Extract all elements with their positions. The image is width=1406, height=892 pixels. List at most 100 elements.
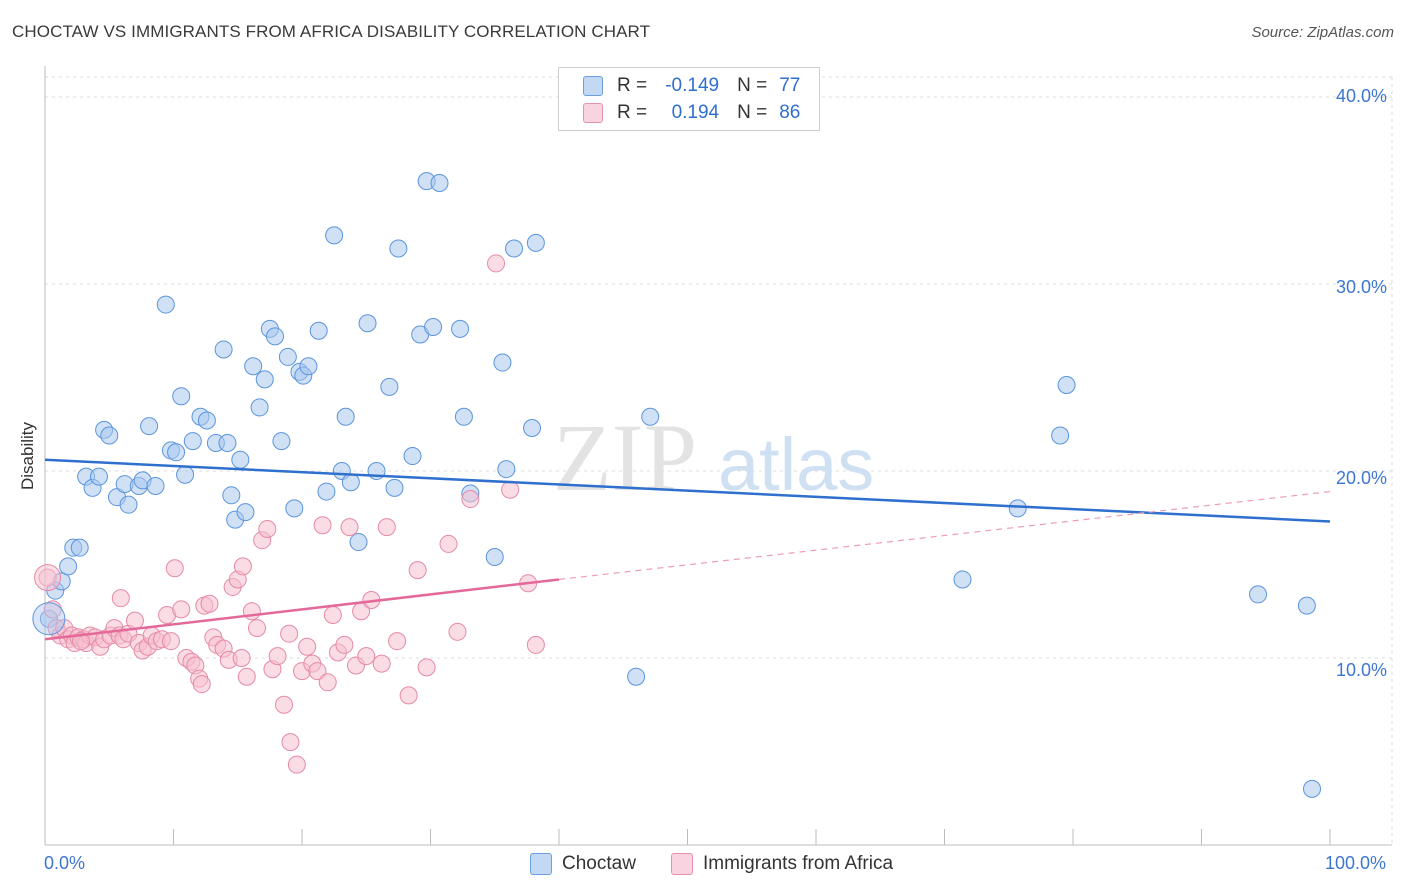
legend-swatch-immigrants (583, 103, 603, 123)
data-point (200, 594, 219, 613)
chart-title: CHOCTAW VS IMMIGRANTS FROM AFRICA DISABI… (12, 22, 651, 41)
data-point (318, 673, 337, 692)
data-point (280, 624, 299, 643)
data-point (156, 295, 175, 314)
data-point (172, 387, 191, 406)
legend-r-label: R = (617, 102, 648, 123)
data-point (523, 418, 542, 437)
data-point (71, 632, 90, 651)
data-point (526, 635, 545, 654)
data-point (176, 465, 195, 484)
data-point (258, 519, 277, 538)
legend-n-label: N = (737, 75, 768, 96)
data-point (167, 443, 186, 462)
data-point (641, 407, 660, 426)
data-point (272, 432, 291, 451)
data-point (1057, 375, 1076, 394)
y-tick-label-20: 20.0% (1336, 468, 1388, 488)
data-point (1008, 499, 1027, 518)
legend-n-label: N = (737, 102, 768, 123)
data-point (389, 239, 408, 258)
data-point (161, 632, 180, 651)
bottom-legend-label-choctaw: Choctaw (562, 853, 636, 874)
data-point (430, 174, 449, 193)
data-point (336, 407, 355, 426)
bottom-legend-choctaw: Choctaw (530, 851, 636, 877)
data-point (1249, 585, 1268, 604)
data-point (1297, 596, 1316, 615)
data-point (146, 476, 165, 495)
data-point (358, 314, 377, 333)
data-point (335, 635, 354, 654)
data-point (244, 357, 263, 376)
legend-swatch-choctaw (583, 76, 603, 96)
data-point (266, 327, 285, 346)
data-point (493, 353, 512, 372)
data-point (231, 450, 250, 469)
data-point (454, 407, 473, 426)
data-point (417, 658, 436, 677)
data-point (309, 321, 328, 340)
data-point (451, 319, 470, 338)
data-point (317, 482, 336, 501)
data-point (357, 647, 376, 666)
data-point (313, 516, 332, 535)
data-point (380, 377, 399, 396)
data-point (505, 239, 524, 258)
data-point (250, 398, 269, 417)
data-point (222, 486, 241, 505)
data-point (1051, 426, 1070, 445)
data-point (165, 559, 184, 578)
data-point (125, 611, 144, 630)
data-point (237, 667, 256, 686)
data-point-large (34, 564, 62, 592)
x-axis-max-label: 100.0% (1325, 853, 1387, 873)
data-point (403, 447, 422, 466)
data-point (461, 490, 480, 509)
data-point (255, 370, 274, 389)
data-point (399, 686, 418, 705)
data-point (299, 357, 318, 376)
series-immigrants-from-africa (38, 254, 545, 774)
legend-row-choctaw: R = -0.149 N = 77 (583, 73, 800, 99)
trend-line-immigrants-extension (558, 490, 1331, 581)
data-point (172, 600, 191, 619)
data-point (388, 632, 407, 651)
bottom-legend-label-immigrants: Immigrants from Africa (703, 853, 894, 874)
data-point (448, 622, 467, 641)
data-point (89, 467, 108, 486)
source-label: Source: ZipAtlas.com (1251, 24, 1394, 41)
data-point (59, 557, 78, 576)
data-point (183, 432, 202, 451)
series-choctaw (39, 172, 1322, 798)
data-point (111, 589, 130, 608)
data-point (485, 548, 504, 567)
data-point-large (32, 602, 66, 636)
y-axis-label: Disability (18, 421, 37, 491)
data-point (248, 619, 267, 638)
data-point (340, 518, 359, 537)
axes (44, 66, 1392, 846)
data-point (298, 637, 317, 656)
data-point (192, 675, 211, 694)
bottom-legend-swatch-immigrants (671, 853, 693, 875)
data-point (119, 495, 138, 514)
legend-n-value: 77 (779, 75, 801, 96)
legend-r-value: 0.194 (671, 102, 720, 123)
data-series (32, 172, 1331, 798)
data-point (385, 478, 404, 497)
data-point (501, 480, 520, 499)
data-point (341, 473, 360, 492)
data-point (323, 605, 342, 624)
data-point (197, 411, 216, 430)
bottom-legend-immigrants: Immigrants from Africa (671, 851, 893, 877)
data-point (232, 649, 251, 667)
trend-line-immigrants (44, 578, 560, 641)
data-point (372, 654, 391, 673)
data-point (349, 533, 368, 552)
data-point (424, 318, 443, 337)
data-point (242, 602, 261, 621)
data-point (377, 518, 396, 537)
y-tick-label-40: 40.0% (1336, 86, 1388, 106)
